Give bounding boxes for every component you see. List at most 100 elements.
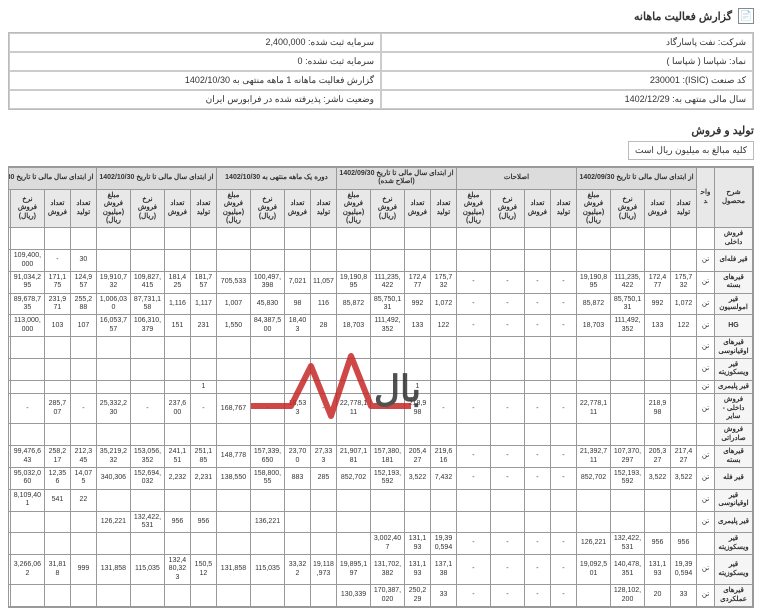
cell: [310, 359, 336, 381]
cell: 2,231: [190, 467, 216, 489]
cell: [611, 394, 645, 424]
cell: -: [490, 315, 524, 337]
cell: 19,390,594: [671, 555, 697, 585]
table-row: قیرهای عملکردیتن3320128,102,200----33250…: [8, 585, 753, 607]
cell: [250, 380, 284, 393]
cell: 7,432: [430, 467, 456, 489]
col-group-3: از ابتدای سال مالی تا تاریخ 1402/09/30 (…: [336, 168, 456, 190]
row-label: فروش داخلی - سایر: [715, 394, 753, 424]
cell: -: [524, 315, 550, 337]
cell: [645, 489, 671, 511]
cell: [216, 359, 250, 381]
cell: [490, 380, 524, 393]
cell: -: [524, 585, 550, 607]
row-unit: تن: [697, 315, 715, 337]
subcol: مبلغ فروش (میلیون ریال): [456, 189, 490, 228]
row-label: فروش داخلی: [715, 228, 753, 250]
cell: [8, 533, 10, 555]
cell: 205,427: [404, 446, 430, 468]
cell: 1: [190, 380, 216, 393]
row-label: قیر اوقیانوسی: [715, 489, 753, 511]
cell: 131,858: [96, 555, 130, 585]
cell: 109,827,415: [130, 271, 164, 293]
subcol: مبلغ فروش (میلیون ریال): [216, 189, 250, 228]
cell: [524, 380, 550, 393]
cell: 883: [284, 467, 310, 489]
subcol: تعداد تولید: [190, 189, 216, 228]
cell: [284, 533, 310, 555]
cell: [190, 489, 216, 511]
cell: 133: [404, 315, 430, 337]
cell: 151: [164, 315, 190, 337]
cell: [490, 424, 524, 446]
cell: 131,193: [404, 533, 430, 555]
subcol: نرخ فروش (ریال): [370, 189, 404, 228]
cell: [550, 228, 576, 250]
cell: 217,427: [671, 446, 697, 468]
cell: 12,395,828: [8, 271, 10, 293]
cell: [671, 511, 697, 533]
cell: -: [10, 394, 44, 424]
cell: -: [8, 489, 10, 511]
cell: 111,492,352: [611, 315, 645, 337]
cell: -: [370, 394, 404, 424]
cell: [404, 359, 430, 381]
cell: 136,221: [250, 511, 284, 533]
cell: 107,370,297: [611, 446, 645, 468]
cell: [671, 489, 697, 511]
cell: 22,778,111: [576, 394, 610, 424]
row-unit: تن: [697, 511, 715, 533]
cell: 19,390,594: [430, 533, 456, 555]
document-icon: 📄: [738, 8, 754, 24]
cell: -: [550, 315, 576, 337]
table-row: قیر ویسکوزیتهتنتولید: [8, 359, 753, 381]
info-isic: کد صنعت (ISIC): 230001: [381, 71, 753, 90]
cell: [336, 489, 370, 511]
cell: [70, 511, 96, 533]
cell: [611, 250, 645, 272]
data-table: شرح محصول واحد از ابتدای سال مالی تا تار…: [8, 167, 753, 607]
cell: 956: [190, 511, 216, 533]
cell: [44, 228, 70, 250]
cell: 152,694,032: [130, 467, 164, 489]
cell: [130, 337, 164, 359]
cell: 148,778: [216, 446, 250, 468]
cell: [250, 359, 284, 381]
cell: 138,550: [216, 467, 250, 489]
cell: [310, 424, 336, 446]
cell: [671, 424, 697, 446]
cell: [456, 228, 490, 250]
cell: [284, 380, 310, 393]
cell: [190, 228, 216, 250]
cell: 157,380,181: [370, 446, 404, 468]
cell: [430, 511, 456, 533]
cell: 219,616: [430, 446, 456, 468]
cell: 150,512: [190, 555, 216, 585]
cell: [671, 337, 697, 359]
row-label: قیر امولسیون: [715, 293, 753, 315]
info-company: شرکت: نفت پاسارگاد: [381, 33, 753, 52]
cell: 8,109,401: [10, 489, 44, 511]
cell: [370, 511, 404, 533]
col-group-2: اصلاحات: [456, 168, 576, 190]
cell: [96, 424, 130, 446]
cell: [645, 250, 671, 272]
cell: [310, 533, 336, 555]
cell: [216, 228, 250, 250]
cell: [550, 250, 576, 272]
cell: [216, 489, 250, 511]
cell: 19,190,895: [336, 271, 370, 293]
cell: [310, 380, 336, 393]
cell: 85,750,131: [611, 293, 645, 315]
cell: 16,053,757: [96, 315, 130, 337]
cell: -: [524, 467, 550, 489]
cell: 3,168: [8, 250, 10, 272]
col-group-1: از ابتدای سال مالی تا تاریخ 1402/09/30: [576, 168, 696, 190]
cell: 85,750,131: [370, 293, 404, 315]
cell: [10, 380, 44, 393]
cell: [404, 424, 430, 446]
cell: [611, 228, 645, 250]
subcol: مبلغ فروش (میلیون ریال): [576, 189, 610, 228]
cell: 91,034,295: [10, 271, 44, 293]
cell: -: [490, 555, 524, 585]
